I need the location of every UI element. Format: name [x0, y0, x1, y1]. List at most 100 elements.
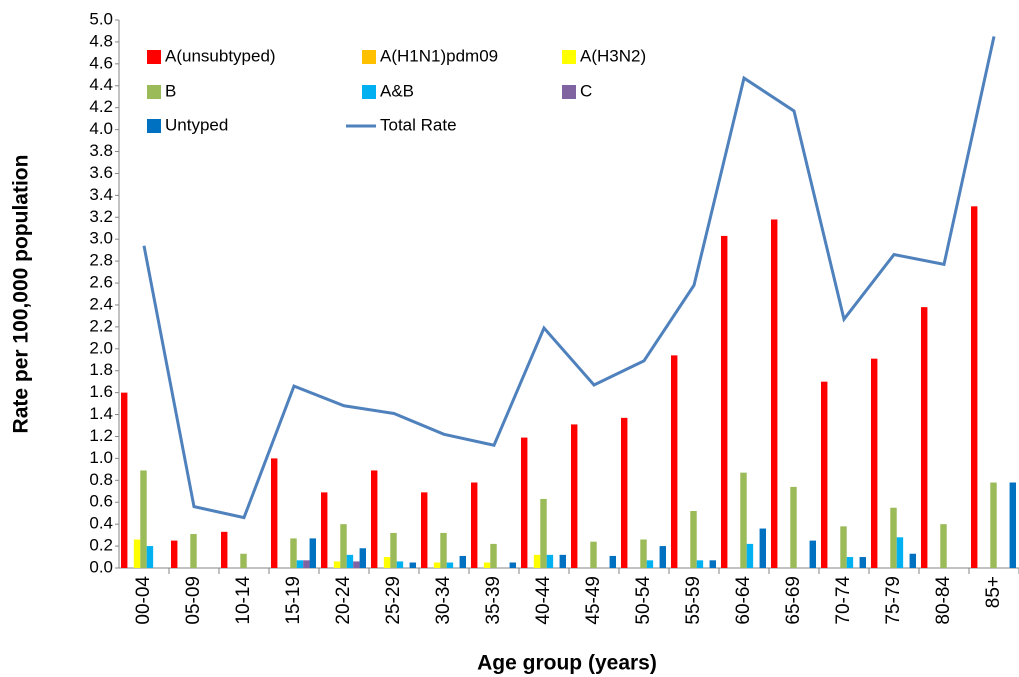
bar	[353, 561, 360, 568]
bar	[346, 554, 354, 568]
x-tick-label: 40-44	[533, 576, 554, 625]
y-tick-label: 0.0	[89, 557, 113, 576]
bar	[333, 561, 341, 568]
y-tick-label: 0.8	[89, 470, 113, 489]
x-tick-label: 25-29	[383, 576, 404, 625]
y-tick-label: 4.6	[89, 53, 113, 72]
y-tick-label: 3.4	[89, 185, 113, 204]
bar	[459, 555, 466, 568]
bar	[971, 206, 978, 568]
bar	[383, 557, 391, 568]
legend-label: Untyped	[165, 115, 228, 134]
bar	[859, 557, 866, 568]
bar	[483, 562, 491, 568]
bar	[471, 482, 478, 568]
x-tick-label: 15-19	[283, 576, 304, 625]
bar	[571, 424, 578, 568]
bar	[740, 472, 747, 568]
bar	[621, 417, 628, 568]
bar	[290, 538, 297, 568]
y-tick-label: 0.6	[89, 492, 113, 511]
y-tick-label: 3.8	[89, 141, 113, 160]
bar	[340, 524, 347, 568]
y-tick-label: 2.2	[89, 316, 113, 335]
x-tick-label: 35-39	[483, 576, 504, 625]
bar	[896, 537, 904, 568]
legend-swatch	[362, 85, 376, 99]
y-tick-label: 4.4	[89, 75, 113, 94]
bar	[446, 562, 454, 568]
y-tick-label: 1.4	[89, 404, 113, 423]
bar	[171, 540, 178, 568]
legend-label: C	[580, 81, 592, 100]
y-tick-label: 2.8	[89, 251, 113, 270]
legend-swatch	[147, 50, 161, 64]
legend-label: A(unsubtyped)	[165, 46, 276, 65]
legend-swatch	[562, 85, 576, 99]
x-tick-label: 55-59	[683, 576, 704, 625]
x-tick-label: 75-79	[883, 576, 904, 625]
bar	[509, 562, 516, 568]
bar	[296, 560, 304, 568]
bar	[421, 492, 428, 568]
bar	[140, 470, 147, 568]
bar	[746, 543, 754, 568]
bar	[371, 470, 378, 568]
legend-label: Total Rate	[380, 115, 457, 134]
legend-label: A(H1N1)pdm09	[380, 46, 498, 65]
bar	[990, 482, 997, 568]
x-tick-label: 20-24	[333, 576, 354, 625]
bar	[190, 534, 197, 568]
bar	[940, 524, 947, 568]
bar	[671, 355, 678, 568]
bar	[590, 541, 597, 568]
bar	[759, 528, 766, 568]
x-tick-label: 10-14	[233, 576, 254, 625]
bar	[533, 554, 541, 568]
bar	[1009, 482, 1016, 568]
x-axis-title: Age group (years)	[477, 652, 657, 675]
bar	[871, 358, 878, 568]
y-tick-label: 1.0	[89, 448, 113, 467]
y-tick-label: 2.0	[89, 338, 113, 357]
bar	[540, 498, 547, 568]
bar	[646, 560, 654, 568]
y-tick-label: 1.2	[89, 426, 113, 445]
bar	[271, 458, 278, 568]
x-tick-label: 65-69	[783, 576, 804, 625]
bar	[840, 526, 847, 568]
bar	[890, 507, 897, 568]
bar	[396, 561, 404, 568]
y-tick-label: 0.2	[89, 536, 113, 555]
bar	[559, 554, 566, 568]
bar	[659, 546, 666, 568]
bar	[133, 539, 141, 568]
x-tick-label: 85+	[983, 576, 1004, 608]
x-tick-label: 00-04	[133, 576, 154, 625]
y-tick-label: 4.8	[89, 31, 113, 50]
bar	[771, 219, 778, 569]
y-tick-label: 0.4	[89, 514, 113, 533]
y-tick-label: 3.0	[89, 229, 113, 248]
y-tick-label: 2.4	[89, 294, 113, 313]
bar	[433, 562, 441, 568]
bar	[359, 548, 366, 568]
bar	[546, 554, 554, 568]
bar	[696, 560, 704, 568]
bar	[846, 557, 854, 568]
bar	[321, 492, 328, 568]
y-tick-label: 1.8	[89, 360, 113, 379]
x-tick-label: 50-54	[633, 576, 654, 625]
bar	[221, 531, 228, 568]
legend-label: A&B	[380, 81, 414, 100]
x-tick-label: 80-84	[933, 576, 954, 625]
bar	[790, 486, 797, 568]
bar	[490, 543, 497, 568]
y-tick-label: 2.6	[89, 273, 113, 292]
legend-label: A(H3N2)	[580, 46, 646, 65]
bar	[821, 381, 828, 568]
y-tick-label: 5.0	[89, 9, 113, 28]
bar	[709, 560, 716, 568]
x-tick-label: 05-09	[183, 576, 204, 625]
total-line	[142, 36, 996, 520]
